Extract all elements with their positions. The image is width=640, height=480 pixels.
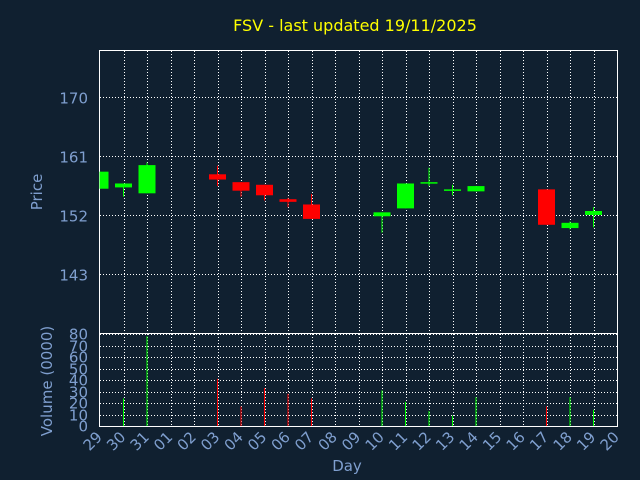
- x-tick-label: 10: [362, 428, 388, 454]
- x-axis-ticks: 2930310102030405060708091011121314151617…: [80, 428, 623, 454]
- volume-tick-label: 30: [69, 384, 88, 402]
- x-axis-label: Day: [332, 457, 362, 475]
- x-tick-label: 19: [573, 428, 599, 454]
- x-tick-label: 18: [550, 428, 576, 454]
- volume-tick-label: 70: [69, 338, 88, 356]
- x-tick-label: 02: [174, 428, 200, 454]
- candle-body-17: [538, 189, 555, 225]
- x-tick-label: 15: [479, 428, 505, 454]
- candle-body-03: [209, 174, 226, 180]
- chart-title: FSV - last updated 19/11/2025: [233, 16, 477, 35]
- candle-body-11: [397, 183, 414, 209]
- price-tick-label: 143: [59, 267, 88, 285]
- candle-body-10: [373, 212, 391, 217]
- x-tick-label: 12: [409, 428, 435, 454]
- x-tick-label: 31: [127, 428, 153, 454]
- candle-body-05: [256, 184, 273, 196]
- x-tick-label: 11: [385, 428, 411, 454]
- price-axis-label: Price: [28, 174, 46, 211]
- x-tick-label: 03: [197, 428, 223, 454]
- x-tick-label: 06: [268, 428, 294, 454]
- x-tick-label: 17: [526, 428, 552, 454]
- candle-body-06: [279, 199, 297, 202]
- candle-body-18: [561, 222, 579, 229]
- price-tick-label: 152: [59, 208, 88, 226]
- price-tick-label: 170: [59, 90, 88, 108]
- candle-body-30: [115, 183, 132, 188]
- candles: [99, 162, 602, 233]
- volume-tick-label: 20: [69, 395, 88, 413]
- candle-body-13: [444, 189, 461, 191]
- x-tick-label: 20: [597, 428, 623, 454]
- x-tick-label: 30: [103, 428, 129, 454]
- x-tick-label: 13: [432, 428, 458, 454]
- x-tick-label: 09: [338, 428, 364, 454]
- volume-tick-label: 40: [69, 372, 88, 390]
- candle-body-07: [303, 204, 320, 219]
- price-tick-label: 161: [59, 149, 88, 167]
- volume-tick-label: 10: [69, 407, 88, 425]
- x-tick-label: 14: [456, 428, 482, 454]
- x-tick-label: 16: [503, 428, 529, 454]
- volume-tick-label: 60: [69, 349, 88, 367]
- volume-tick-label: 50: [69, 361, 88, 379]
- x-tick-label: 05: [244, 428, 270, 454]
- volume-axis-label: Volume (0000): [38, 326, 56, 436]
- x-tick-label: 07: [291, 428, 317, 454]
- candle-body-19: [585, 211, 602, 215]
- candle-body-31: [138, 165, 156, 194]
- volume-bars: [123, 336, 594, 426]
- candle-body-14: [467, 186, 485, 192]
- volume-tick-label: 0: [78, 418, 88, 436]
- candle-body-29: [100, 171, 109, 189]
- volume-tick-label: 80: [69, 326, 88, 344]
- candle-body-12: [420, 182, 438, 184]
- volume-panel-frame: [99, 333, 618, 427]
- volume-gridlines: [100, 334, 617, 427]
- x-tick-label: 08: [315, 428, 341, 454]
- x-tick-label: 04: [221, 428, 247, 454]
- x-tick-label: 01: [150, 428, 176, 454]
- candle-body-04: [232, 182, 250, 191]
- price-axis-ticks: 143 152 161 170: [59, 90, 88, 285]
